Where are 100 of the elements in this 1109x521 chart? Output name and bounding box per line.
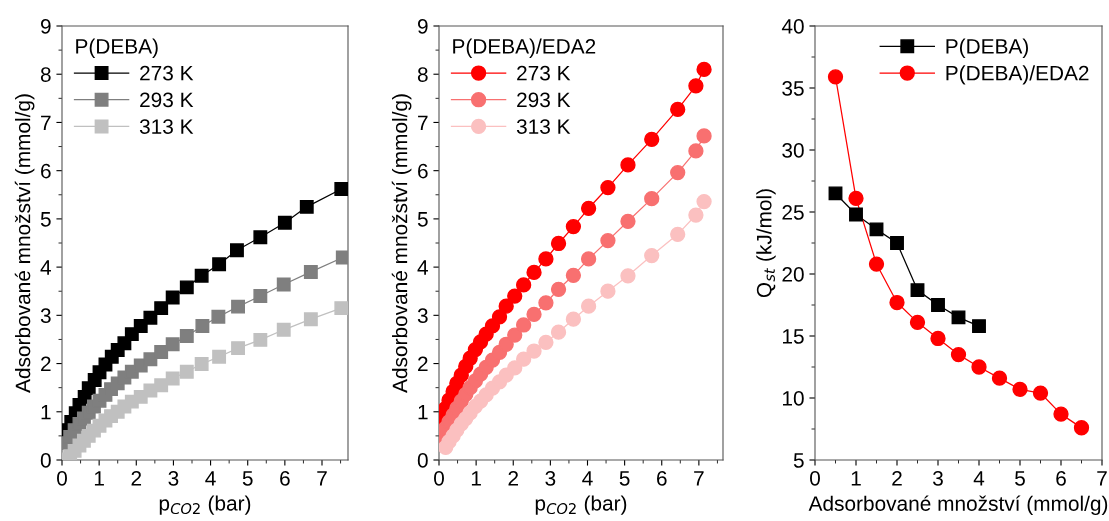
point bbox=[165, 337, 180, 352]
point bbox=[507, 327, 523, 343]
legend-label: P(DEBA)/EDA2 bbox=[946, 65, 1089, 85]
point bbox=[303, 312, 318, 327]
point bbox=[620, 268, 636, 284]
point bbox=[620, 157, 636, 173]
y-tick-label: 2 bbox=[41, 356, 51, 372]
point bbox=[827, 69, 844, 85]
x-tick-label: 5 bbox=[242, 471, 253, 486]
x-tick-label: 1 bbox=[471, 471, 481, 486]
legend-title: P(DEBA)/EDA2 bbox=[453, 38, 596, 58]
point bbox=[165, 290, 180, 305]
y-tick-label: 7 bbox=[41, 115, 51, 130]
y-tick-label: 0 bbox=[40, 453, 51, 468]
point bbox=[1053, 406, 1069, 422]
point bbox=[950, 346, 967, 363]
y-tick-label: 6 bbox=[41, 163, 51, 179]
point bbox=[179, 280, 194, 295]
point bbox=[334, 182, 348, 196]
point bbox=[1073, 420, 1090, 436]
point bbox=[253, 332, 268, 347]
legend-label: 293 K bbox=[140, 92, 194, 108]
x-tick-label: 7 bbox=[317, 471, 327, 486]
y-tick-label: 20 bbox=[782, 267, 804, 282]
point bbox=[951, 310, 966, 325]
x-tick-label: 7 bbox=[1097, 471, 1107, 486]
y-tick-label: 1 bbox=[418, 404, 428, 420]
point bbox=[580, 251, 597, 267]
point bbox=[600, 232, 616, 249]
y-tick-label: 4 bbox=[417, 260, 428, 275]
point bbox=[526, 343, 542, 359]
point bbox=[211, 309, 226, 324]
x-tick-label: 0 bbox=[810, 470, 820, 486]
y-tick-label: 15 bbox=[783, 329, 804, 344]
x-tick-label: 5 bbox=[1015, 471, 1025, 486]
x-tick-label: 0 bbox=[57, 470, 67, 486]
point bbox=[696, 61, 712, 78]
point bbox=[179, 329, 194, 344]
point bbox=[538, 295, 554, 311]
y-tick-label: 40 bbox=[781, 19, 804, 34]
point bbox=[143, 310, 158, 325]
x-axis-title: Adsorbované množství (mmol/g) bbox=[808, 495, 1108, 516]
x-tick-label: 3 bbox=[168, 470, 179, 486]
point bbox=[688, 207, 704, 223]
x-tick-label: 2 bbox=[131, 470, 142, 486]
x-tick-label: 6 bbox=[657, 470, 667, 486]
y-tick-label: 1 bbox=[41, 404, 51, 420]
point bbox=[869, 222, 884, 237]
legend-label: 293 K bbox=[517, 92, 571, 108]
point bbox=[526, 264, 542, 281]
point bbox=[644, 190, 660, 207]
y-tick-label: 4 bbox=[40, 260, 51, 275]
point bbox=[229, 243, 244, 258]
y-tick-label: 35 bbox=[782, 81, 804, 96]
y-tick-label: 0 bbox=[417, 453, 428, 468]
point bbox=[565, 267, 582, 283]
x-tick-label: 0 bbox=[434, 470, 444, 486]
point bbox=[516, 351, 532, 367]
legend-label: 273 K bbox=[517, 65, 571, 81]
y-axis-title: Q$_{st}$ (kJ/mol) bbox=[756, 189, 776, 298]
legend-title: P(DEBA) bbox=[76, 38, 158, 58]
point bbox=[600, 283, 616, 299]
x-tick-label: 4 bbox=[582, 471, 593, 486]
point bbox=[868, 256, 885, 272]
point bbox=[696, 193, 712, 210]
x-tick-label: 3 bbox=[933, 470, 943, 486]
y-tick-label: 2 bbox=[418, 356, 428, 372]
point bbox=[550, 235, 567, 252]
y-tick-label: 25 bbox=[782, 205, 804, 220]
point bbox=[670, 226, 686, 242]
point bbox=[1012, 381, 1028, 397]
point bbox=[154, 378, 169, 393]
point bbox=[848, 190, 864, 206]
point bbox=[212, 257, 227, 272]
point bbox=[194, 268, 209, 283]
y-tick-label: 5 bbox=[793, 453, 804, 468]
point bbox=[931, 298, 945, 312]
point bbox=[849, 207, 863, 222]
x-tick-label: 4 bbox=[205, 471, 216, 486]
point bbox=[565, 218, 582, 235]
point bbox=[644, 131, 660, 147]
point bbox=[231, 341, 246, 356]
x-tick-label: 3 bbox=[545, 470, 556, 486]
point bbox=[670, 164, 686, 181]
x-tick-label: 4 bbox=[973, 471, 985, 486]
x-tick-label: 1 bbox=[94, 471, 104, 486]
point bbox=[253, 289, 268, 303]
point bbox=[688, 143, 704, 159]
point bbox=[1032, 385, 1049, 401]
y-tick-label: 30 bbox=[782, 143, 804, 158]
x-tick-label: 6 bbox=[1056, 470, 1066, 486]
point bbox=[910, 283, 925, 298]
x-tick-label: 1 bbox=[851, 471, 861, 486]
point bbox=[335, 250, 348, 265]
x-tick-label: 7 bbox=[694, 471, 704, 486]
point bbox=[930, 330, 946, 347]
point bbox=[550, 281, 567, 297]
point bbox=[565, 311, 582, 327]
y-tick-label: 10 bbox=[783, 391, 804, 406]
point bbox=[538, 251, 554, 267]
